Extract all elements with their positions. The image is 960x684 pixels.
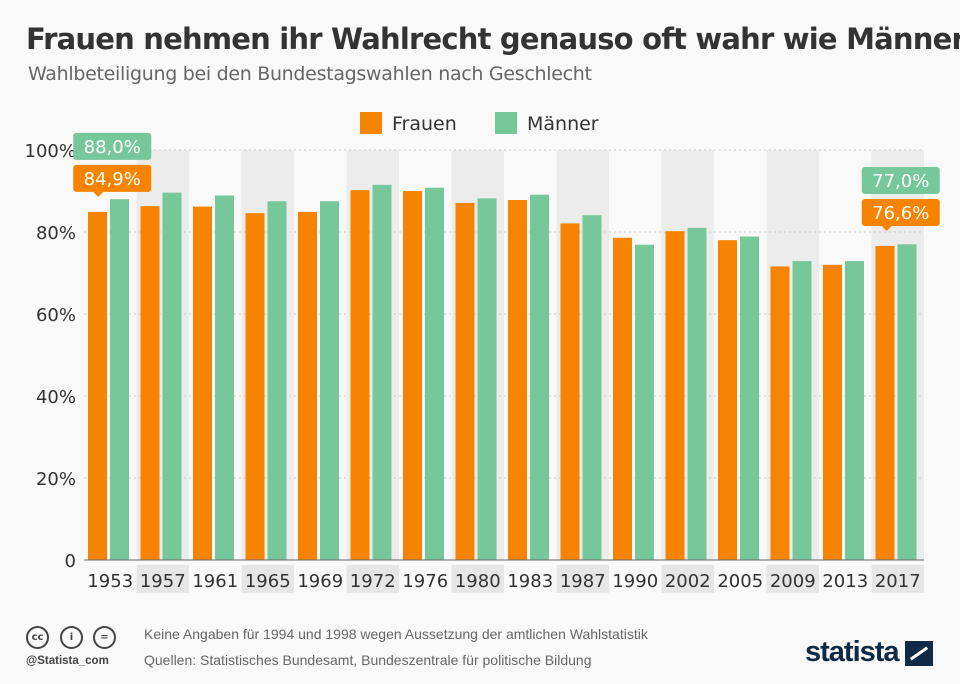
bar-frauen-1987 <box>560 223 580 560</box>
statista-logo[interactable]: statista <box>805 636 900 668</box>
bar-maenner-2009 <box>792 261 812 560</box>
bar-maenner-1953 <box>110 199 129 560</box>
bar-frauen-2005 <box>718 240 737 560</box>
data-label-pointer <box>93 191 104 197</box>
y-tick-label: 0 <box>65 551 76 572</box>
x-tick-label: 2005 <box>717 571 763 592</box>
bar-maenner-1961 <box>215 195 234 560</box>
x-tick-label: 1990 <box>612 571 658 592</box>
bar-frauen-1983 <box>508 200 527 560</box>
data-label-box <box>73 164 152 192</box>
legend-swatch-frauen <box>360 112 382 134</box>
bar-maenner-1965 <box>267 201 287 560</box>
x-tick-label: 1957 <box>140 571 186 592</box>
bar-maenner-1969 <box>320 201 339 560</box>
y-tick-label: 40% <box>36 387 76 408</box>
bar-frauen-1969 <box>298 211 317 560</box>
bar-maenner-2005 <box>740 236 759 560</box>
x-tick-label: 2017 <box>875 571 921 592</box>
legend-label: Frauen <box>392 113 457 135</box>
x-tick-label: 1976 <box>402 571 448 592</box>
bar-frauen-2009 <box>770 266 790 560</box>
data-label-box <box>861 198 940 226</box>
x-tick-label: 2002 <box>665 571 711 592</box>
bar-maenner-1972 <box>372 184 392 560</box>
legend-swatch-maenner <box>495 112 517 134</box>
legend-label: Männer <box>527 113 599 135</box>
x-tick-label: 2013 <box>822 571 868 592</box>
data-label: 84,9% <box>84 169 141 190</box>
bar-frauen-2017 <box>875 245 895 560</box>
label-shade <box>871 565 924 593</box>
statista-handle[interactable]: @Statista_com <box>26 655 109 667</box>
label-shade <box>766 565 819 593</box>
chart-subtitle: Wahlbeteiligung bei den Bundestagswahlen… <box>28 63 592 85</box>
bar-frauen-2013 <box>823 264 842 560</box>
label-shade <box>136 565 189 593</box>
x-tick-label: 1961 <box>192 571 238 592</box>
x-tick-label: 1969 <box>297 571 343 592</box>
label-shade <box>556 565 609 593</box>
data-label: 88,0% <box>84 137 141 158</box>
y-tick-label: 60% <box>36 305 76 326</box>
nd-icon: = <box>93 626 116 649</box>
data-label-box <box>73 132 152 160</box>
bar-maenner-1987 <box>582 215 602 560</box>
bar-frauen-1972 <box>350 190 370 560</box>
y-tick-label: 20% <box>36 469 76 490</box>
data-label: 76,6% <box>872 203 929 224</box>
bar-maenner-1983 <box>530 194 549 560</box>
bar-frauen-1957 <box>140 206 160 561</box>
label-shade <box>241 565 294 593</box>
x-tick-label: 1965 <box>245 571 291 592</box>
bar-frauen-1980 <box>455 202 475 560</box>
bar-maenner-1957 <box>162 192 182 560</box>
bar-maenner-1980 <box>477 198 497 560</box>
sources: Quellen: Statistisches Bundesamt, Bundes… <box>144 652 592 668</box>
bar-frauen-1953 <box>88 211 107 560</box>
footnote: Keine Angaben für 1994 und 1998 wegen Au… <box>144 626 648 642</box>
x-tick-label: 1980 <box>455 571 501 592</box>
bar-frauen-1990 <box>613 237 632 561</box>
by-icon: i <box>60 626 83 649</box>
label-shade <box>346 565 399 593</box>
bar-maenner-2002 <box>687 227 707 560</box>
bar-maenner-1976 <box>425 187 444 560</box>
data-label-pointer <box>881 225 892 231</box>
x-tick-label: 1983 <box>507 571 553 592</box>
label-shade <box>451 565 504 593</box>
bar-frauen-1965 <box>245 213 265 560</box>
x-tick-label: 1972 <box>350 571 396 592</box>
cc-icon: cc <box>26 626 49 649</box>
bar-frauen-1961 <box>193 206 212 560</box>
x-tick-label: 2009 <box>770 571 816 592</box>
y-tick-label: 100% <box>25 141 76 162</box>
chart-title: Frauen nehmen ihr Wahlrecht genauso oft … <box>26 22 960 56</box>
data-label: 77,0% <box>872 171 929 192</box>
x-tick-label: 1987 <box>560 571 606 592</box>
bar-frauen-2002 <box>665 231 685 560</box>
statista-logo-icon <box>905 641 933 666</box>
bar-maenner-2017 <box>897 244 917 561</box>
x-tick-label: 1953 <box>87 571 133 592</box>
label-shade <box>661 565 714 593</box>
y-tick-label: 80% <box>36 223 76 244</box>
bar-frauen-1976 <box>403 191 422 560</box>
bar-maenner-2013 <box>845 261 864 560</box>
data-label-box <box>861 166 940 194</box>
bar-maenner-1990 <box>635 244 654 560</box>
